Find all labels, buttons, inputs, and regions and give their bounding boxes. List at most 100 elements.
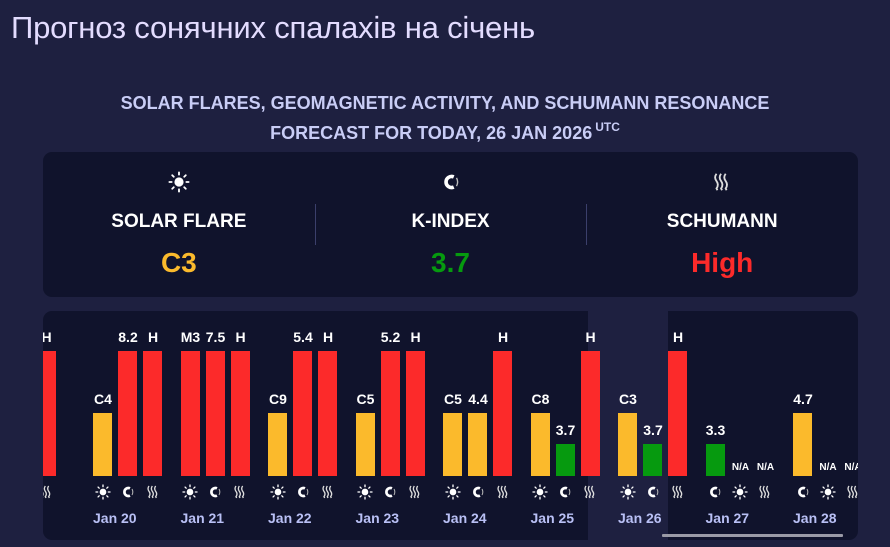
bar-value-label: H [585, 329, 596, 345]
bar-value-label: 5.4 [293, 329, 313, 345]
bar-solar-flare [180, 351, 200, 476]
daily-forecast-chart[interactable]: H C4 8.2 H Jan 20 M3 7.5 H Jan 21 C9 5.4 H Jan 22 C5 5… [43, 311, 858, 540]
bar-value-label: 4.7 [793, 391, 813, 407]
date-label: Jan 24 [443, 510, 487, 526]
chart-horizontal-scrollbar[interactable] [662, 534, 843, 537]
bar-value-label: C4 [94, 391, 112, 407]
summary-schumann: SCHUMANN High [586, 152, 858, 297]
bar-value-label: H [147, 329, 159, 345]
bar-schumann [43, 351, 56, 476]
summary-label: SCHUMANN [666, 211, 778, 232]
magnet-icon [556, 483, 575, 501]
magnet-icon [468, 483, 487, 501]
summary-k-index: K-INDEX 3.7 [314, 152, 587, 297]
bar-value-label: 8.2 [118, 329, 138, 345]
bar-value-label: 3.7 [555, 422, 576, 438]
day-group: C5 5.2 H Jan 23 [331, 311, 425, 540]
bar-k-index [793, 413, 812, 476]
bar-solar-flare [530, 413, 550, 476]
magnet-icon [793, 483, 812, 501]
bar-value-label: 7.5 [205, 329, 226, 345]
summary-label: K-INDEX [411, 211, 490, 232]
day-group-today: C3 3.7 H Jan 26 [593, 311, 687, 540]
sun-icon [181, 483, 200, 501]
date-label: Jan 21 [180, 510, 225, 526]
day-group: H [43, 311, 61, 540]
bar-value-label: 4.4 [468, 391, 488, 407]
utc-label: UTC [595, 120, 620, 134]
waves-icon [756, 483, 775, 501]
bar-k-index [118, 351, 137, 476]
bar-value-label: H [410, 329, 421, 345]
sun-icon [531, 483, 550, 501]
bar-solar-flare [618, 413, 637, 476]
bar-value-label: C5 [444, 391, 462, 407]
waves-icon [406, 483, 425, 501]
date-label: Jan 28 [793, 510, 837, 526]
bar-value-label: H [235, 329, 246, 345]
bar-value-label: N/A [756, 462, 775, 473]
sun-icon [443, 483, 462, 501]
bar-schumann [143, 351, 162, 476]
bar-value-label: H [322, 329, 334, 345]
bar-value-label: H [497, 329, 509, 345]
bar-k-index [380, 351, 400, 476]
bar-value-label: 3.7 [643, 422, 663, 438]
bar-k-index [705, 444, 725, 476]
bar-solar-flare [93, 413, 112, 476]
magnet-icon [206, 483, 225, 501]
summary-label: SOLAR FLARE [111, 211, 247, 232]
subtitle-line-1: SOLAR FLARES, GEOMAGNETIC ACTIVITY, AND … [120, 93, 770, 113]
bar-value-label: C3 [619, 391, 637, 407]
sun-icon [168, 170, 190, 194]
magnet-icon [118, 483, 137, 501]
bar-k-index [205, 351, 225, 476]
day-group: C9 5.4 H Jan 22 [243, 311, 337, 540]
day-group: C8 3.7 H Jan 25 [506, 311, 600, 540]
waves-icon [231, 483, 250, 501]
waves-icon [43, 483, 56, 501]
bar-value-label: C9 [269, 391, 287, 407]
date-label: Jan 20 [93, 510, 137, 526]
bar-value-label: C8 [531, 391, 550, 407]
bar-value-label: M3 [180, 329, 201, 345]
sun-icon [818, 483, 837, 501]
magnet-icon [706, 483, 725, 501]
sun-icon [93, 483, 112, 501]
waves-icon [711, 170, 733, 194]
bar-schumann [405, 351, 425, 476]
bar-value-label: 5.2 [380, 329, 401, 345]
bar-k-index [643, 444, 662, 476]
bar-value-label: H [43, 329, 52, 345]
sun-icon [731, 483, 750, 501]
date-label: Jan 22 [268, 510, 312, 526]
day-group: C4 8.2 H Jan 20 [68, 311, 162, 540]
bar-schumann [230, 351, 250, 476]
summary-solar-flare: SOLAR FLARE C3 [43, 152, 315, 297]
bar-solar-flare [268, 413, 287, 476]
bar-k-index [468, 413, 487, 476]
waves-icon [493, 483, 512, 501]
summary-value: 3.7 [431, 247, 470, 278]
bar-value-label: 3.3 [705, 422, 726, 438]
bar-value-label: H [672, 329, 684, 345]
bar-k-index [293, 351, 312, 476]
bar-schumann [668, 351, 687, 476]
waves-icon [843, 483, 858, 501]
day-group: M3 7.5 H Jan 21 [156, 311, 250, 540]
day-group: 3.3 N/A N/A Jan 27 [681, 311, 774, 540]
waves-icon [668, 483, 687, 501]
bar-value-label: C5 [356, 391, 375, 407]
summary-value: High [691, 247, 754, 278]
sun-icon [268, 483, 287, 501]
bar-schumann [493, 351, 512, 476]
waves-icon [581, 483, 600, 501]
today-summary-card: SOLAR FLARE C3 K-INDEX 3.7 SCHUMANN High [43, 152, 858, 297]
bar-value-label: N/A [844, 462, 858, 473]
bar-value-label: N/A [731, 462, 750, 473]
magnet-icon [381, 483, 400, 501]
bar-solar-flare [355, 413, 375, 476]
bar-k-index [555, 444, 575, 476]
date-label: Jan 27 [705, 510, 750, 526]
forecast-subtitle: SOLAR FLARES, GEOMAGNETIC ACTIVITY, AND … [0, 91, 890, 145]
